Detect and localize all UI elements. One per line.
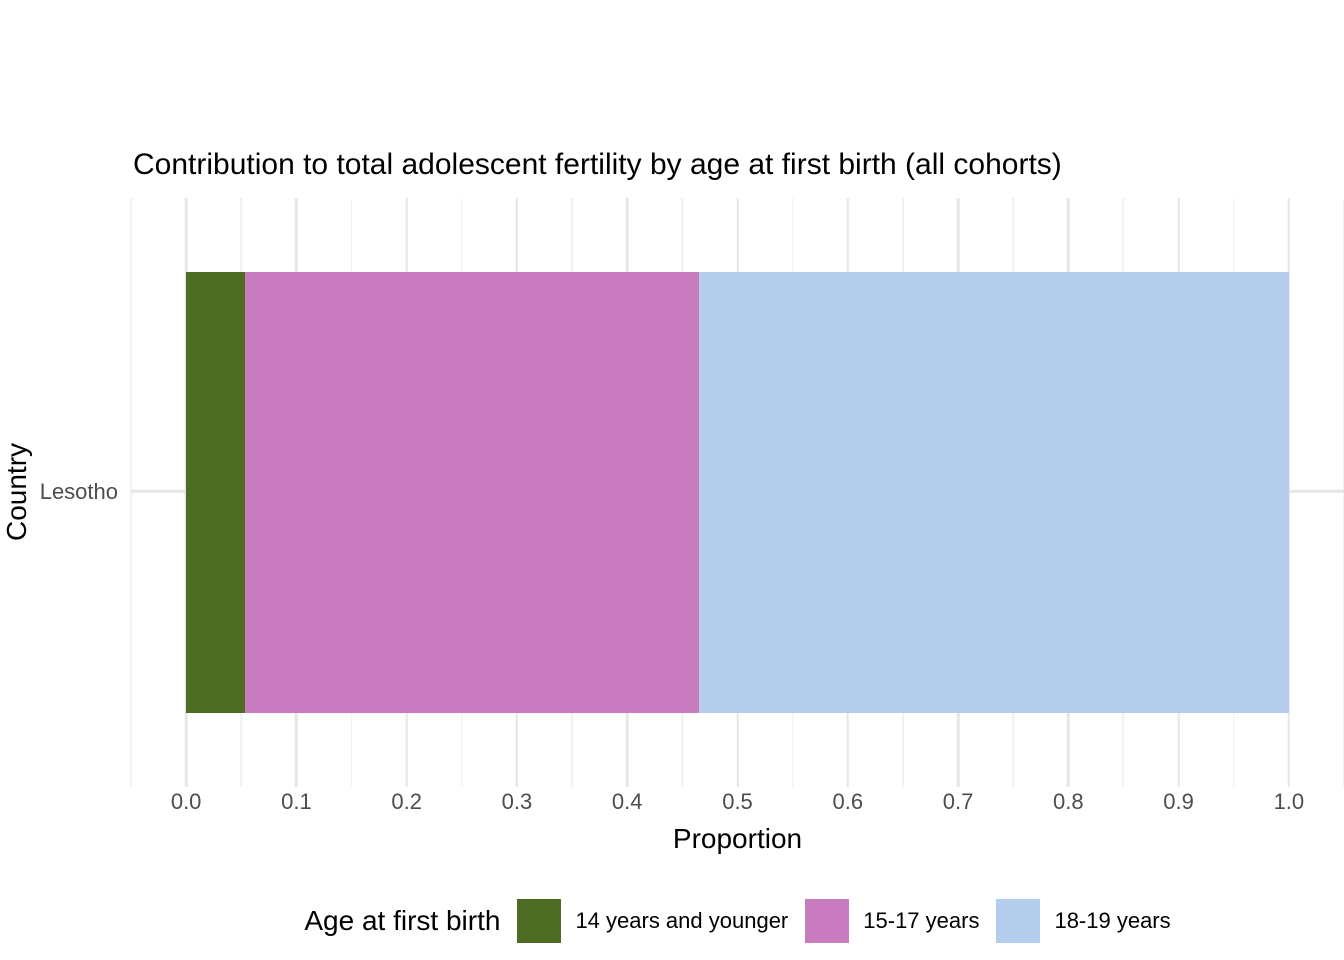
legend-label-15-17: 15-17 years (863, 908, 980, 933)
chart-title: Contribution to total adolescent fertili… (133, 148, 1062, 181)
plot-panel (130, 198, 1344, 787)
legend-item-18-19: 18-19 years (996, 899, 1171, 943)
legend-item-15-17: 15-17 years (805, 899, 979, 943)
x-tick-label: 0.2 (391, 789, 422, 814)
x-tick-label: 0.0 (170, 789, 202, 814)
legend-item-14-and-younger: 14 years and younger (517, 899, 788, 943)
gridline-vertical-major (1287, 198, 1291, 787)
x-tick-label: 0.6 (832, 789, 864, 814)
x-tick-label: 0.1 (281, 789, 312, 814)
x-tick-label: 0.5 (722, 789, 753, 814)
bar-segment-15-17-years (244, 272, 699, 713)
x-tick-label: 0.7 (942, 789, 974, 814)
x-tick-label: 0.4 (611, 789, 643, 814)
bar-segment-18-19-years (698, 272, 1289, 713)
x-axis-ticks: 0.0 0.1 0.2 0.3 0.4 0.5 0.6 0.7 0.8 0.9 1.0 (131, 789, 1344, 817)
legend-key-18-19-swatch (996, 899, 1041, 943)
x-tick-label: 1.0 (1273, 789, 1305, 814)
legend: Age at first birth 14 years and younger … (131, 896, 1344, 946)
x-tick-label: 0.9 (1163, 789, 1194, 814)
legend-key-14-and-younger-swatch (517, 899, 562, 943)
gridline-vertical-minor (130, 198, 132, 787)
legend-label-14-and-younger: 14 years and younger (575, 908, 789, 933)
legend-title: Age at first birth (304, 905, 501, 936)
bar-segment-14-years-and-younger (186, 272, 245, 713)
x-axis-title: Proportion (672, 823, 803, 854)
x-tick-label: 0.8 (1053, 789, 1084, 814)
legend-key-15-17-swatch (805, 899, 850, 943)
x-tick-label: 0.3 (501, 789, 533, 814)
legend-label-18-19: 18-19 years (1054, 908, 1171, 933)
y-tick-label-lesotho: Lesotho (39, 479, 118, 504)
